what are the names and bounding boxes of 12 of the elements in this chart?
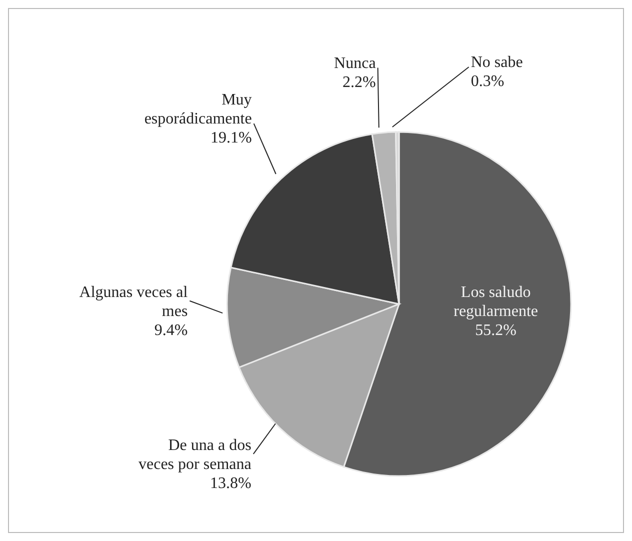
data-label: 0.3% [470, 73, 504, 90]
data-label: 9.4% [154, 322, 188, 339]
slice-label: Nunca [334, 54, 376, 72]
slice-label: Algunas veces al mes [79, 284, 188, 320]
slice-label: Muy esporádicamente [144, 92, 252, 128]
slice-label: Los saludo regularmente [454, 284, 538, 320]
data-label: 19.1% [210, 130, 252, 147]
data-label: 2.2% [342, 74, 376, 91]
data-label: 13.8% [210, 475, 252, 492]
slice-label: No sabe [470, 54, 523, 72]
slice-label: De una a dos veces por semana [138, 437, 252, 474]
data-label: 55.2% [475, 322, 516, 339]
